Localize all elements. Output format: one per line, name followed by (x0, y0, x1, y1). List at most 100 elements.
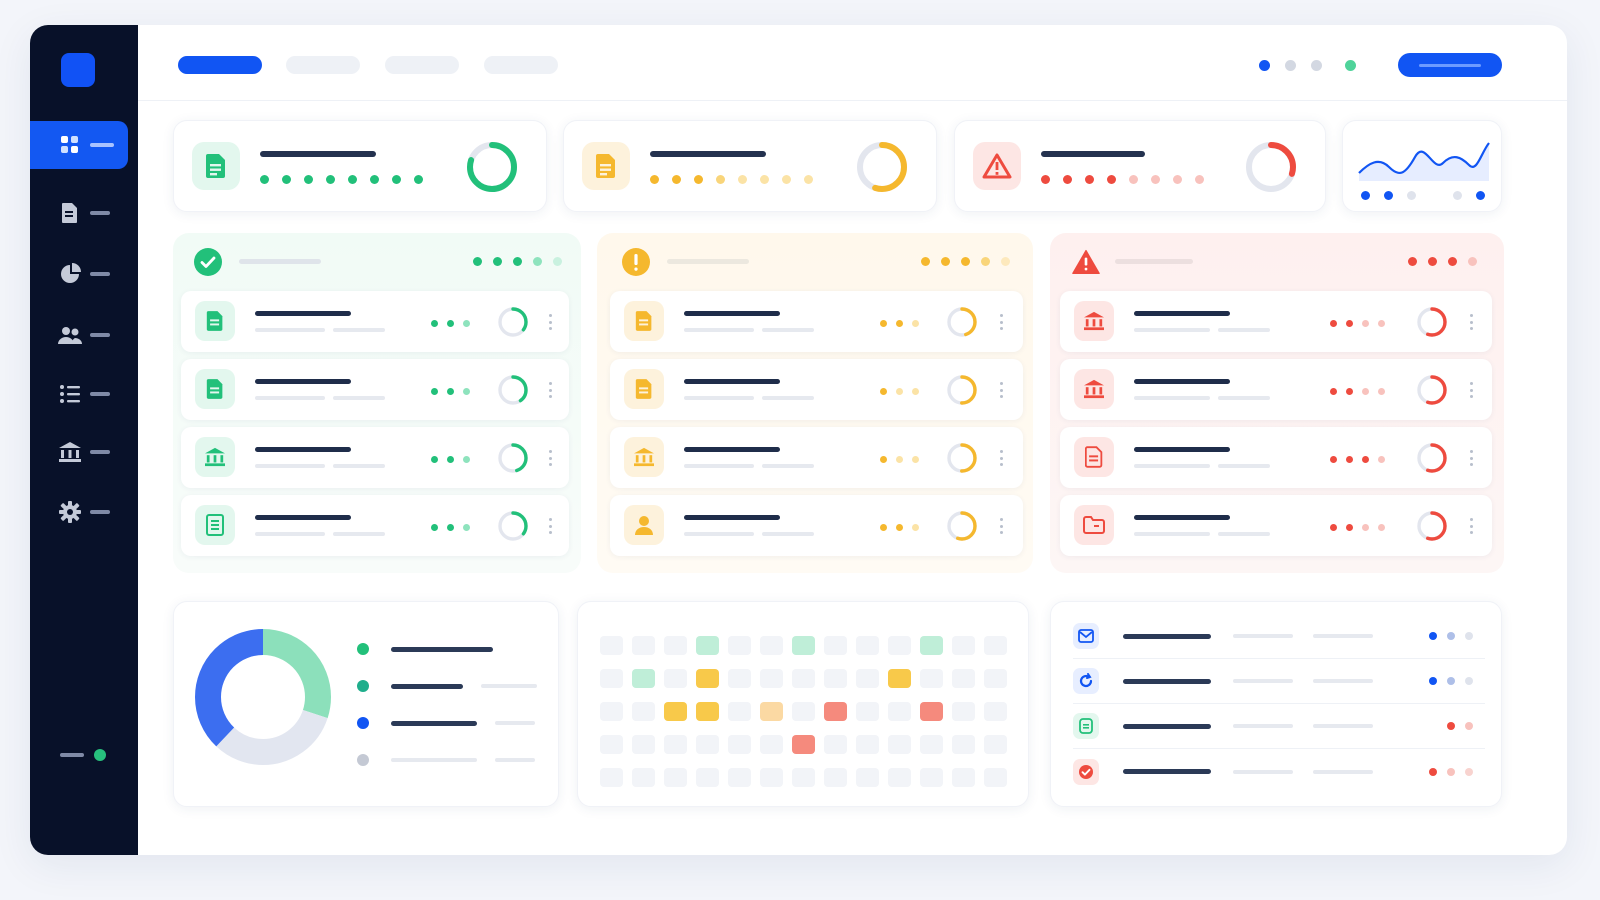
heatmap-cell[interactable] (760, 768, 783, 787)
heatmap-cell[interactable] (920, 702, 943, 721)
tab-second[interactable] (286, 56, 360, 74)
app-logo[interactable] (61, 53, 95, 87)
legend-item[interactable] (357, 643, 493, 655)
heatmap-cell[interactable] (984, 768, 1007, 787)
tab-fourth[interactable] (484, 56, 558, 74)
sidebar-item-settings[interactable] (30, 488, 128, 536)
heatmap-cell[interactable] (792, 636, 815, 655)
heatmap-cell[interactable] (888, 768, 911, 787)
heatmap-cell[interactable] (952, 768, 975, 787)
heatmap-cell[interactable] (856, 768, 879, 787)
heatmap-cell[interactable] (696, 669, 719, 688)
heatmap-cell[interactable] (760, 669, 783, 688)
list-item[interactable] (610, 427, 1023, 488)
list-item[interactable] (1073, 704, 1485, 749)
indicator-dot[interactable] (1285, 60, 1296, 71)
heatmap-cell[interactable] (888, 636, 911, 655)
trend-card[interactable] (1342, 120, 1502, 212)
stat-card-danger[interactable] (954, 120, 1326, 212)
stat-card-success[interactable] (173, 120, 547, 212)
heatmap-cell[interactable] (664, 669, 687, 688)
list-item[interactable] (181, 427, 569, 488)
heatmap-cell[interactable] (952, 735, 975, 754)
heatmap-cell[interactable] (888, 735, 911, 754)
heatmap-cell[interactable] (920, 636, 943, 655)
heatmap-cell[interactable] (792, 702, 815, 721)
heatmap-cell[interactable] (600, 669, 623, 688)
stat-card-warning[interactable] (563, 120, 937, 212)
heatmap-cell[interactable] (696, 735, 719, 754)
list-item[interactable] (610, 291, 1023, 352)
heatmap-cell[interactable] (952, 702, 975, 721)
heatmap-cell[interactable] (632, 669, 655, 688)
legend-item[interactable] (357, 754, 535, 766)
list-item[interactable] (181, 359, 569, 420)
more-options-icon[interactable] (1470, 382, 1474, 398)
legend-item[interactable] (357, 680, 537, 692)
list-item[interactable] (1060, 359, 1492, 420)
more-options-icon[interactable] (549, 314, 553, 330)
more-options-icon[interactable] (549, 518, 553, 534)
heatmap-cell[interactable] (760, 636, 783, 655)
donut-chart-card[interactable] (173, 601, 559, 807)
list-item[interactable] (610, 359, 1023, 420)
heatmap-cell[interactable] (632, 636, 655, 655)
heatmap-cell[interactable] (856, 735, 879, 754)
heatmap-cell[interactable] (760, 735, 783, 754)
more-options-icon[interactable] (549, 382, 553, 398)
more-options-icon[interactable] (1470, 314, 1474, 330)
more-options-icon[interactable] (1000, 382, 1004, 398)
sidebar-item-dashboard[interactable] (30, 121, 128, 169)
indicator-dot[interactable] (1311, 60, 1322, 71)
heatmap-cell[interactable] (824, 735, 847, 754)
activity-list-card[interactable] (1050, 601, 1502, 807)
heatmap-cell[interactable] (984, 636, 1007, 655)
heatmap-cell[interactable] (984, 735, 1007, 754)
heatmap-cell[interactable] (632, 768, 655, 787)
sidebar-item-documents[interactable] (30, 189, 128, 237)
notification-dot[interactable] (1259, 60, 1270, 71)
heatmap-cell[interactable] (600, 735, 623, 754)
heatmap-cell[interactable] (728, 669, 751, 688)
heatmap-cell[interactable] (600, 702, 623, 721)
more-options-icon[interactable] (549, 450, 553, 466)
heatmap-cell[interactable] (664, 768, 687, 787)
heatmap-cell[interactable] (664, 636, 687, 655)
sidebar-item-users[interactable] (30, 311, 128, 359)
more-options-icon[interactable] (1470, 518, 1474, 534)
heatmap-cell[interactable] (792, 768, 815, 787)
heatmap-cell[interactable] (984, 669, 1007, 688)
heatmap-cell[interactable] (728, 735, 751, 754)
list-item[interactable] (610, 495, 1023, 556)
heatmap-cell[interactable] (696, 636, 719, 655)
list-item[interactable] (181, 495, 569, 556)
heatmap-cell[interactable] (824, 702, 847, 721)
more-options-icon[interactable] (1000, 518, 1004, 534)
heatmap-cell[interactable] (952, 636, 975, 655)
heatmap-cell[interactable] (856, 702, 879, 721)
user-status[interactable] (60, 749, 106, 761)
heatmap-cell[interactable] (824, 669, 847, 688)
more-options-icon[interactable] (1470, 450, 1474, 466)
heatmap-card[interactable] (577, 601, 1029, 807)
list-item[interactable] (1060, 291, 1492, 352)
heatmap-cell[interactable] (792, 669, 815, 688)
list-item[interactable] (1073, 659, 1485, 704)
donut-segment-2[interactable] (195, 629, 331, 765)
heatmap-cell[interactable] (696, 702, 719, 721)
heatmap-cell[interactable] (600, 636, 623, 655)
heatmap-cell[interactable] (920, 768, 943, 787)
more-options-icon[interactable] (1000, 450, 1004, 466)
heatmap-cell[interactable] (728, 636, 751, 655)
heatmap-cell[interactable] (696, 768, 719, 787)
heatmap-cell[interactable] (856, 669, 879, 688)
sidebar-item-reports[interactable] (30, 250, 128, 298)
heatmap-cell[interactable] (888, 702, 911, 721)
list-item[interactable] (1073, 749, 1485, 794)
heatmap-cell[interactable] (632, 735, 655, 754)
tab-third[interactable] (385, 56, 459, 74)
heatmap-cell[interactable] (856, 636, 879, 655)
heatmap-cell[interactable] (984, 702, 1007, 721)
list-item[interactable] (1060, 495, 1492, 556)
heatmap-cell[interactable] (760, 702, 783, 721)
